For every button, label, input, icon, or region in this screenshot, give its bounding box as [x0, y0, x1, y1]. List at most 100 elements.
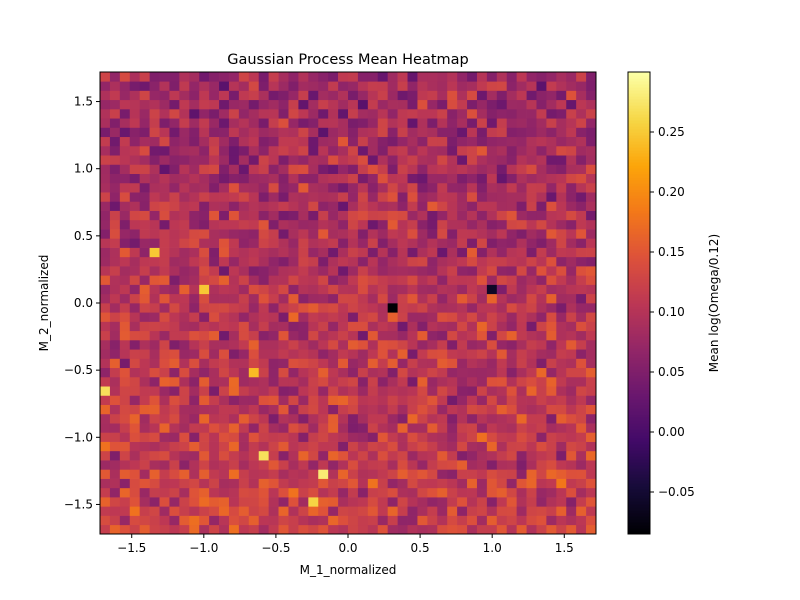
colorbar-gradient-step	[628, 129, 650, 133]
heatmap-cell	[328, 423, 339, 433]
heatmap-cell	[169, 450, 180, 461]
heatmap-cell	[258, 210, 269, 221]
heatmap-cell	[407, 182, 418, 193]
heatmap-cell	[357, 266, 369, 276]
heatmap-cell	[546, 303, 557, 313]
heatmap-cell	[278, 136, 289, 147]
heatmap-cell	[258, 413, 269, 424]
heatmap-cell	[139, 515, 150, 526]
heatmap-cell	[506, 256, 517, 267]
colorbar-gradient-step	[628, 465, 650, 469]
heatmap-cell	[467, 450, 478, 461]
heatmap-cell	[576, 312, 587, 322]
heatmap-cell	[228, 210, 240, 221]
heatmap-cell	[387, 506, 398, 516]
heatmap-cell	[100, 524, 111, 535]
colorbar-gradient-step	[628, 243, 650, 247]
heatmap-cell	[536, 469, 547, 479]
heatmap-cell	[189, 81, 200, 91]
heatmap-cell	[149, 72, 160, 82]
heatmap-cell	[248, 395, 260, 405]
heatmap-cell	[169, 72, 180, 82]
heatmap-cell	[476, 515, 488, 526]
heatmap-cell	[100, 312, 111, 322]
heatmap-cell	[209, 506, 220, 516]
heatmap-cell	[100, 478, 111, 489]
colorbar-gradient-step	[628, 372, 650, 376]
heatmap-cell	[338, 164, 349, 174]
heatmap-cell	[367, 72, 379, 82]
heatmap-cell	[199, 90, 210, 101]
heatmap-cell	[476, 386, 488, 396]
heatmap-cell	[387, 210, 398, 221]
heatmap-cell	[169, 182, 180, 193]
heatmap-cell	[199, 413, 210, 424]
heatmap-cell	[467, 293, 478, 304]
heatmap-cell	[238, 81, 250, 91]
heatmap-cell	[149, 155, 160, 165]
heatmap-cell	[467, 238, 478, 248]
heatmap-cell	[437, 99, 448, 110]
heatmap-cell	[338, 487, 349, 498]
heatmap-cell	[457, 266, 468, 276]
heatmap-cell	[467, 81, 478, 91]
heatmap-cell	[397, 386, 408, 396]
heatmap-cell	[516, 108, 527, 119]
heatmap-cell	[447, 321, 458, 332]
heatmap-cell	[179, 460, 190, 470]
heatmap-cell	[109, 303, 121, 313]
heatmap-cell	[278, 524, 289, 535]
heatmap-cell	[119, 247, 131, 258]
heatmap-cell	[109, 293, 121, 304]
heatmap-cell	[417, 284, 428, 295]
heatmap-cell	[506, 118, 517, 128]
heatmap-cell	[298, 256, 309, 267]
heatmap-cell	[576, 423, 587, 433]
heatmap-cell	[338, 90, 349, 101]
heatmap-cell	[387, 219, 398, 230]
heatmap-cell	[228, 386, 240, 396]
heatmap-cell	[536, 293, 547, 304]
heatmap-cell	[318, 386, 329, 396]
heatmap-cell	[248, 155, 260, 165]
heatmap-cell	[377, 524, 389, 535]
heatmap-cell	[288, 376, 299, 387]
heatmap-cell	[586, 127, 597, 138]
heatmap-cell	[238, 460, 250, 470]
heatmap-cell	[219, 266, 230, 276]
heatmap-cell	[258, 395, 269, 405]
colorbar-gradient-step	[628, 408, 650, 412]
heatmap-cell	[457, 524, 468, 535]
heatmap-cell	[397, 210, 408, 221]
heatmap-cell	[506, 275, 517, 285]
heatmap-cell	[387, 413, 398, 424]
heatmap-cell	[476, 108, 488, 119]
heatmap-cell	[189, 450, 200, 461]
colorbar-gradient-step	[628, 111, 650, 115]
heatmap-cell	[367, 515, 379, 526]
heatmap-cell	[139, 145, 150, 156]
heatmap-cell	[169, 469, 180, 479]
heatmap-cell	[437, 460, 448, 470]
heatmap-cell	[228, 450, 240, 461]
heatmap-cell	[248, 386, 260, 396]
heatmap-cell	[199, 201, 210, 211]
heatmap-cell	[506, 219, 517, 230]
heatmap-cell	[109, 275, 121, 285]
heatmap-cell	[209, 201, 220, 211]
heatmap-cell	[586, 312, 597, 322]
heatmap-cell	[169, 497, 180, 507]
heatmap-cell	[338, 145, 349, 156]
heatmap-cell	[467, 155, 478, 165]
heatmap-cell	[199, 210, 210, 221]
heatmap-cell	[248, 182, 260, 193]
heatmap-cell	[377, 99, 389, 110]
heatmap-cell	[377, 321, 389, 332]
heatmap-cell	[169, 395, 180, 405]
heatmap-cell	[556, 182, 567, 193]
heatmap-cell	[367, 90, 379, 101]
heatmap-cell	[219, 423, 230, 433]
heatmap-cell	[566, 386, 577, 396]
heatmap-cell	[149, 145, 160, 156]
heatmap-cell	[268, 413, 279, 424]
